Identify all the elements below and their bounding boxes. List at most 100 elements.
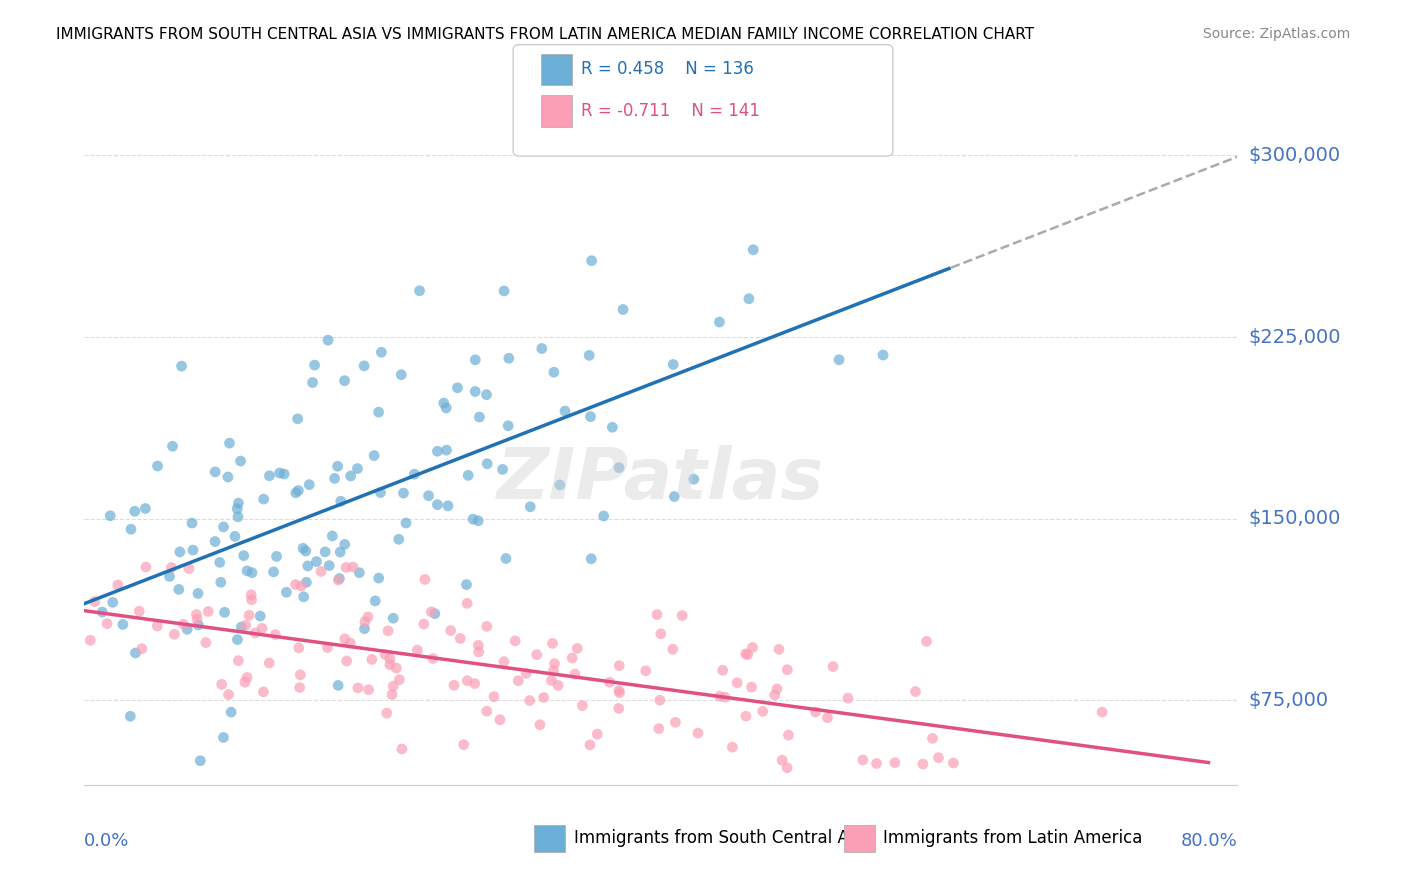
Point <box>159 569 181 583</box>
Point <box>170 359 193 373</box>
Point <box>475 704 498 718</box>
Point <box>837 691 859 706</box>
Point <box>309 565 332 579</box>
Point <box>464 352 486 367</box>
Point <box>292 590 315 604</box>
Point <box>186 607 208 622</box>
Point <box>420 605 443 619</box>
Point <box>226 501 249 516</box>
Point <box>449 632 471 646</box>
Point <box>288 640 311 655</box>
Point <box>578 348 600 362</box>
Point <box>360 652 382 666</box>
Point <box>645 607 668 622</box>
Point <box>467 645 489 659</box>
Point <box>134 501 156 516</box>
Point <box>682 472 704 486</box>
Point <box>357 682 380 697</box>
Point <box>353 359 375 373</box>
Point <box>124 646 146 660</box>
Point <box>928 750 950 764</box>
Point <box>378 652 401 666</box>
Point <box>408 284 430 298</box>
Point <box>228 496 250 510</box>
Point <box>742 243 765 257</box>
Point <box>648 722 671 736</box>
Point <box>433 396 456 410</box>
Point <box>314 545 336 559</box>
Point <box>231 620 253 634</box>
Point <box>181 543 204 558</box>
Text: IMMIGRANTS FROM SOUTH CENTRAL ASIA VS IMMIGRANTS FROM LATIN AMERICA MEDIAN FAMIL: IMMIGRANTS FROM SOUTH CENTRAL ASIA VS IM… <box>56 27 1035 42</box>
Point <box>290 668 312 682</box>
Point <box>297 558 319 573</box>
Point <box>467 514 489 528</box>
Point <box>579 409 602 424</box>
Point <box>259 468 281 483</box>
Point <box>865 756 887 771</box>
Point <box>741 680 763 694</box>
Point <box>79 633 101 648</box>
Point <box>253 492 276 507</box>
Point <box>494 284 516 298</box>
Point <box>503 633 526 648</box>
Point <box>648 693 671 707</box>
Point <box>333 537 356 551</box>
Point <box>146 619 169 633</box>
Point <box>336 654 359 668</box>
Point <box>218 688 240 702</box>
Point <box>187 586 209 600</box>
Point <box>661 642 683 657</box>
Point <box>586 727 609 741</box>
Text: Source: ZipAtlas.com: Source: ZipAtlas.com <box>1202 27 1350 41</box>
Point <box>363 449 385 463</box>
Point <box>477 457 499 471</box>
Point <box>496 418 519 433</box>
Point <box>236 564 259 578</box>
Point <box>872 348 894 362</box>
Point <box>367 405 389 419</box>
Point <box>543 365 565 379</box>
Point <box>468 410 491 425</box>
Point <box>167 582 190 597</box>
Point <box>778 728 800 742</box>
Point <box>160 560 183 574</box>
Point <box>354 615 377 629</box>
Point <box>217 470 239 484</box>
Point <box>233 675 256 690</box>
Point <box>111 617 134 632</box>
Point <box>548 478 571 492</box>
Point <box>176 623 198 637</box>
Point <box>316 333 339 347</box>
Point <box>391 742 413 756</box>
Point <box>229 454 252 468</box>
Point <box>238 608 260 623</box>
Point <box>212 520 235 534</box>
Point <box>305 555 328 569</box>
Point <box>197 604 219 618</box>
Point <box>721 740 744 755</box>
Point <box>204 534 226 549</box>
Point <box>453 738 475 752</box>
Point <box>236 670 259 684</box>
Point <box>232 549 254 563</box>
Point <box>107 578 129 592</box>
Point <box>284 577 307 591</box>
Point <box>146 458 169 473</box>
Point <box>263 565 285 579</box>
Point <box>564 667 586 681</box>
Point <box>292 541 315 556</box>
Point <box>349 566 371 580</box>
Point <box>567 641 589 656</box>
Point <box>177 561 200 575</box>
Point <box>266 549 288 564</box>
Point <box>741 640 763 655</box>
Point <box>208 555 231 569</box>
Text: $150,000: $150,000 <box>1249 509 1341 528</box>
Point <box>96 616 118 631</box>
Point <box>664 715 686 730</box>
Point <box>571 698 593 713</box>
Point <box>664 490 686 504</box>
Point <box>711 663 734 677</box>
Point <box>323 471 346 485</box>
